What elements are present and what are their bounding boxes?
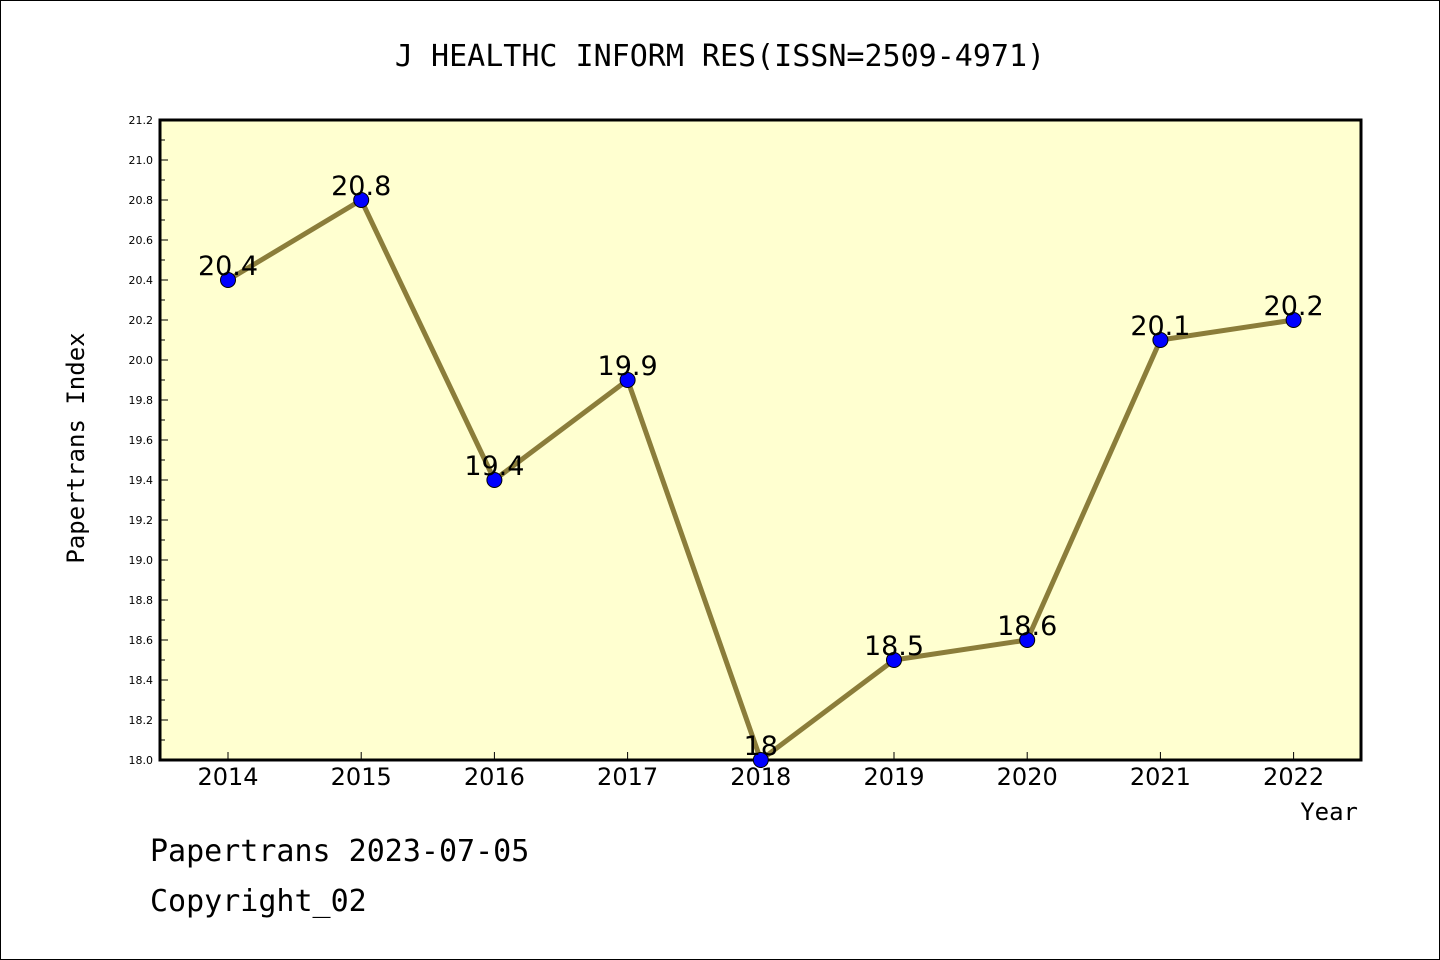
x-axis-label: Year: [1300, 798, 1358, 826]
y-tick-label: 20.2: [129, 314, 154, 327]
data-label: 20.8: [331, 171, 391, 202]
x-tick-label: 2020: [997, 763, 1058, 791]
data-label: 20.4: [198, 251, 258, 282]
x-tick-label: 2017: [597, 763, 658, 791]
footer-copyright: Copyright_02: [150, 884, 367, 919]
data-label: 20.1: [1130, 311, 1190, 342]
data-label: 18.5: [864, 631, 924, 662]
y-tick-label: 19.8: [129, 394, 154, 407]
y-tick-label: 19.6: [129, 434, 154, 447]
y-tick-label: 19.0: [129, 554, 154, 567]
data-point: [220, 272, 236, 288]
y-axis: 18.0 18.2 18.4 18.6 18.8 19.0 19.2 19.4 19.6 19.8…: [129, 114, 168, 767]
data-point: [1019, 632, 1036, 648]
y-tick-label: 21.0: [129, 154, 154, 167]
data-label: 18.6: [997, 611, 1057, 642]
y-tick-label: 18.0: [129, 754, 154, 767]
y-tick-label: 20.8: [129, 194, 154, 207]
y-tick-label: 18.4: [129, 674, 154, 687]
data-point: [1152, 332, 1169, 348]
y-tick-label: 20.6: [129, 234, 154, 247]
footer-date: Papertrans 2023-07-05: [150, 834, 530, 869]
data-label: 19.4: [464, 451, 524, 482]
data-point: [486, 472, 503, 488]
series: 20.4 20.8 19.4 19.9 18 18.5 18.6 20.1 20.2: [198, 171, 1324, 768]
x-tick-label: 2014: [197, 763, 258, 791]
x-tick-label: 2015: [331, 763, 392, 791]
data-point: [353, 192, 370, 208]
plot-area: [158, 118, 1363, 762]
chart-title: J HEALTHC INFORM RES(ISSN=2509-4971): [395, 39, 1045, 74]
data-label: 19.9: [598, 351, 658, 382]
x-axis: 2014 2015 2016 2017 2018 2019 2020 2021 2022: [197, 752, 1324, 791]
y-tick-label: 21.2: [129, 114, 154, 127]
x-tick-label: 2021: [1130, 763, 1191, 791]
y-tick-label: 18.8: [129, 594, 154, 607]
y-tick-label: 20.0: [129, 354, 154, 367]
data-point: [1285, 312, 1302, 328]
y-tick-label: 19.2: [129, 514, 154, 527]
data-point: [886, 652, 902, 668]
x-tick-label: 2019: [863, 763, 924, 791]
x-tick-label: 2016: [464, 763, 525, 791]
data-label: 20.2: [1264, 291, 1324, 322]
y-tick-label: 18.2: [129, 714, 154, 727]
data-point: [752, 752, 769, 768]
y-tick-label: 19.4: [129, 474, 154, 487]
data-label: 18: [744, 731, 778, 762]
y-tick-label: 20.4: [129, 274, 154, 287]
data-point: [619, 372, 636, 388]
y-tick-label: 18.6: [129, 634, 154, 647]
x-tick-label: 2022: [1263, 763, 1324, 791]
y-axis-label: Papertrans Index: [62, 332, 90, 563]
